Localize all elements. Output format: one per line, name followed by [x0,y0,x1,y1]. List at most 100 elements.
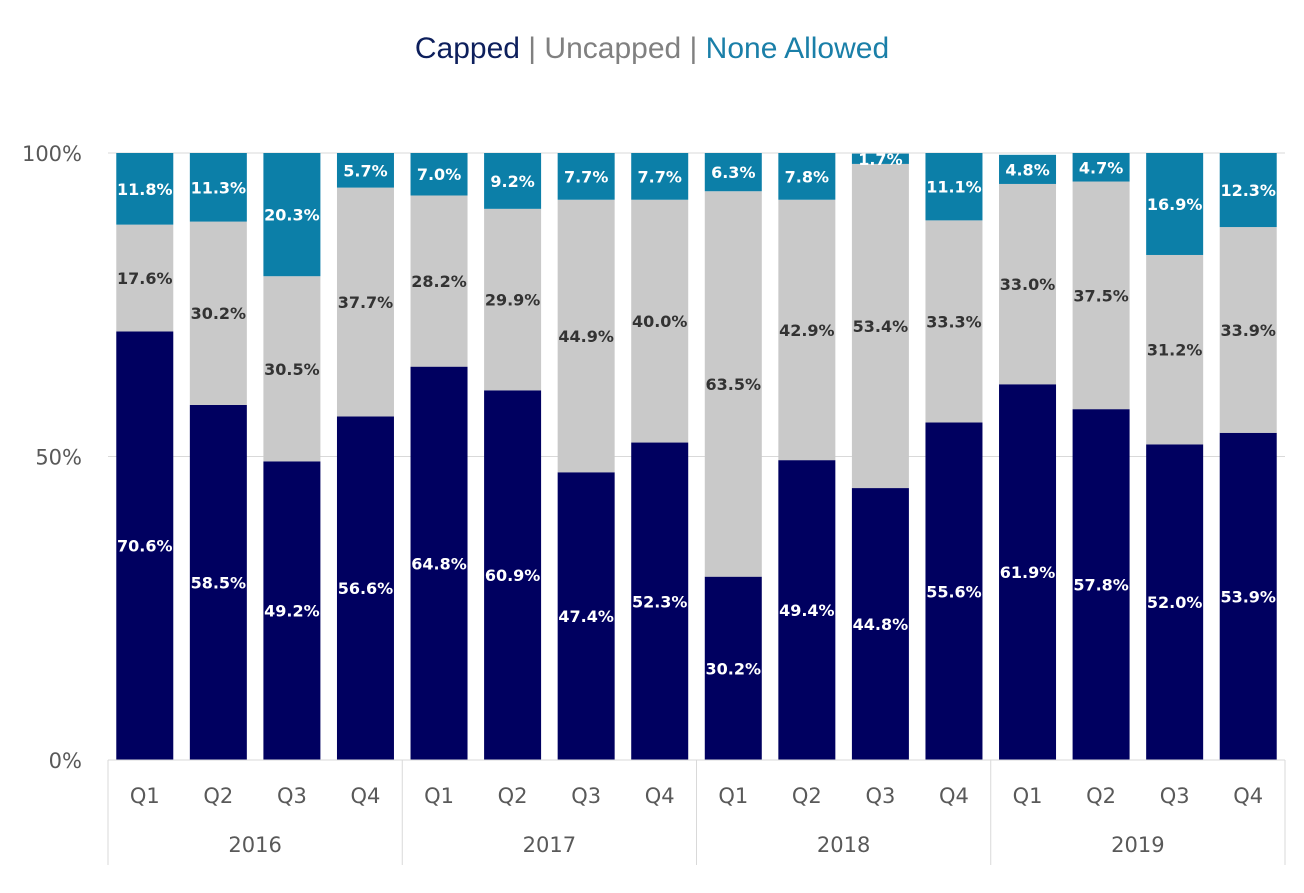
data-label: 58.5% [191,573,247,592]
y-tick-label: 50% [35,446,82,470]
bar-none-allowed [1219,153,1277,228]
bar-none-allowed [189,153,247,222]
bar-capped [704,576,762,760]
bar-uncapped [336,187,394,417]
x-tick-label: Q2 [498,784,528,808]
data-label: 56.6% [338,579,394,598]
data-label: 9.2% [490,172,534,191]
data-label: 60.9% [485,566,541,585]
data-label: 33.9% [1220,321,1276,340]
group-label: 2017 [523,833,576,857]
data-label: 7.8% [785,167,829,186]
bar-capped [1146,444,1204,760]
x-tick-label: Q3 [571,784,601,808]
data-label: 40.0% [632,312,688,331]
data-label: 20.3% [264,206,320,225]
data-label: 57.8% [1073,576,1129,595]
data-label: 30.2% [191,304,247,323]
bar-uncapped [410,195,468,367]
bar-capped [410,366,468,760]
bar-uncapped [557,199,615,473]
bar-capped [1219,432,1277,760]
data-label: 11.3% [191,178,247,197]
bar-uncapped [263,276,321,462]
data-label: 4.7% [1079,158,1123,177]
x-tick-label: Q1 [424,784,454,808]
title-none-allowed: None Allowed [705,32,890,65]
bar-capped [484,390,542,760]
y-tick-label: 100% [22,142,82,166]
data-label: 52.0% [1147,593,1203,612]
data-label: 70.6% [117,537,173,556]
data-label: 44.8% [853,615,909,634]
group-label: 2016 [228,833,281,857]
data-label: 52.3% [632,592,688,611]
data-label: 30.5% [264,360,320,379]
bar-uncapped [999,183,1057,385]
data-label: 37.5% [1073,286,1129,305]
data-label: 6.3% [711,163,755,182]
bar-capped [778,460,836,760]
bar-none-allowed [1146,153,1204,255]
data-label: 33.3% [926,312,982,331]
bar-uncapped [116,224,174,332]
x-tick-label: Q1 [1013,784,1043,808]
bar-uncapped [778,199,836,461]
title-separator: | [519,32,545,65]
data-label: 4.8% [1005,160,1049,179]
bar-uncapped [1146,254,1204,445]
x-tick-label: Q3 [277,784,307,808]
bar-capped [999,384,1057,760]
data-label: 29.9% [485,291,541,310]
data-label: 16.9% [1147,195,1203,214]
data-label: 7.0% [417,165,461,184]
bar-uncapped [484,208,542,391]
data-label: 11.1% [926,178,982,197]
data-label: 1.7% [858,150,902,169]
x-tick-label: Q4 [351,784,381,808]
bar-capped [116,331,174,760]
data-label: 5.7% [343,161,387,180]
x-tick-label: Q4 [1233,784,1263,808]
data-label: 53.9% [1220,587,1276,606]
data-label: 49.4% [779,601,835,620]
bar-none-allowed [484,153,542,209]
group-label: 2019 [1111,833,1164,857]
bar-none-allowed [851,153,909,164]
x-tick-label: Q2 [1086,784,1116,808]
data-label: 7.7% [638,167,682,186]
x-tick-label: Q2 [792,784,822,808]
chart-title: Capped | Uncapped | None Allowed [0,32,1304,66]
bar-capped [1072,409,1130,760]
bar-uncapped [704,191,762,577]
x-tick-label: Q3 [1160,784,1190,808]
y-tick-label: 0% [49,749,82,773]
data-label: 47.4% [558,607,614,626]
bar-uncapped [851,163,909,489]
data-label: 12.3% [1220,181,1276,200]
title-uncapped: Uncapped [544,32,682,65]
bar-none-allowed [631,153,689,200]
data-label: 33.0% [1000,275,1056,294]
x-tick-label: Q4 [645,784,675,808]
bar-uncapped [631,199,689,443]
bar-none-allowed [999,154,1057,184]
data-label: 44.9% [558,327,614,346]
bar-none-allowed [1072,153,1130,182]
bar-none-allowed [557,153,615,200]
bar-capped [631,442,689,760]
data-label: 42.9% [779,321,835,340]
bar-capped [189,404,247,760]
data-label: 11.8% [117,180,173,199]
data-label: 55.6% [926,582,982,601]
bar-uncapped [925,220,983,423]
bar-uncapped [189,221,247,405]
bar-none-allowed [263,153,321,277]
bar-uncapped [1072,181,1130,410]
bar-none-allowed [336,153,394,188]
title-capped: Capped [414,32,520,65]
data-label: 31.2% [1147,341,1203,360]
bar-capped [336,416,394,760]
bar-capped [557,472,615,760]
